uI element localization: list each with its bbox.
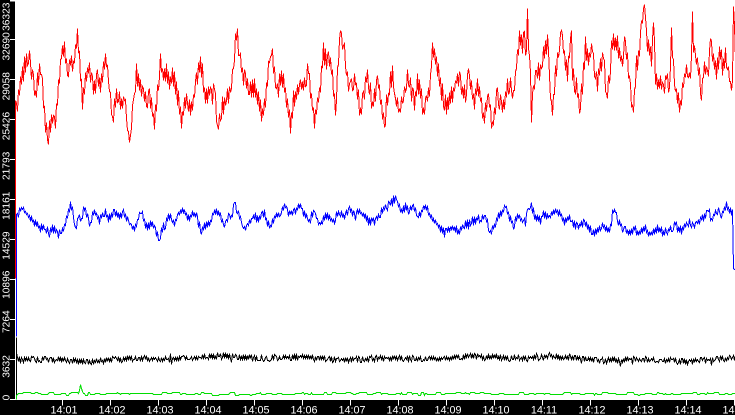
svg-text:14:03: 14:03: [146, 405, 173, 416]
svg-text:29058: 29058: [1, 72, 12, 101]
svg-text:25426: 25426: [1, 112, 12, 141]
svg-text:10896: 10896: [1, 270, 12, 299]
svg-text:18161: 18161: [1, 191, 12, 220]
svg-text:14:01: 14:01: [50, 405, 77, 416]
svg-text:14:02: 14:02: [98, 405, 125, 416]
svg-text:14:12: 14:12: [578, 405, 605, 416]
svg-text:14:09: 14:09: [434, 405, 461, 416]
svg-text:3632: 3632: [1, 355, 12, 378]
svg-text:14:08: 14:08: [386, 405, 413, 416]
svg-text:14:13: 14:13: [626, 405, 653, 416]
svg-text:0: 0: [1, 394, 12, 400]
svg-text:36323: 36323: [1, 2, 12, 31]
svg-text:14:06: 14:06: [290, 405, 317, 416]
svg-text:32690: 32690: [1, 32, 12, 61]
svg-text:14:15: 14:15: [722, 405, 735, 416]
svg-text:14:10: 14:10: [482, 405, 509, 416]
svg-text:14:05: 14:05: [242, 405, 269, 416]
svg-text:14:14: 14:14: [674, 405, 701, 416]
svg-text:14:07: 14:07: [338, 405, 365, 416]
svg-text:7264: 7264: [1, 310, 12, 333]
svg-text:14:11: 14:11: [531, 405, 557, 416]
svg-text:14:04: 14:04: [194, 405, 221, 416]
svg-text:14529: 14529: [1, 231, 12, 260]
svg-text:21793: 21793: [1, 151, 12, 180]
